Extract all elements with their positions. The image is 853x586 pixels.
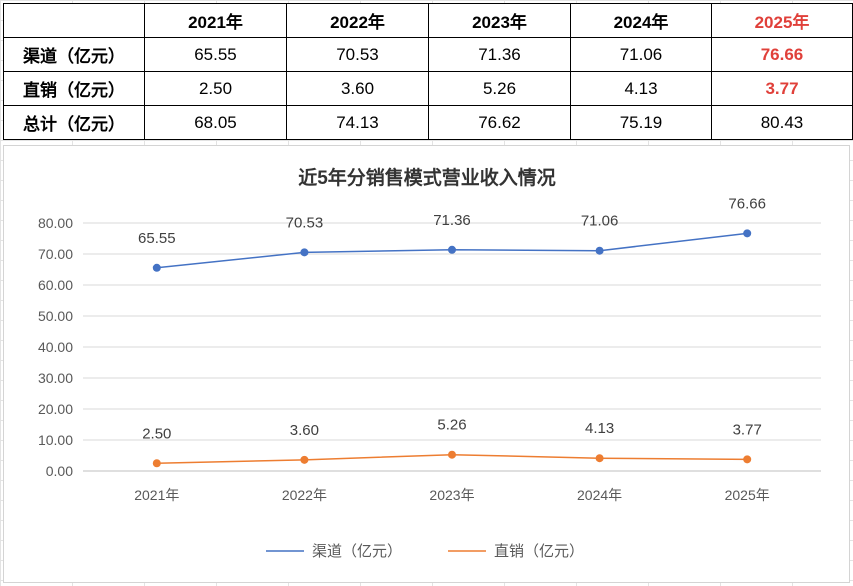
table-cell-highlight: 3.77 [711,71,853,106]
table-cell: 71.36 [428,37,571,72]
table-cell: 65.55 [144,37,287,72]
data-label: 3.60 [290,422,319,439]
row-label: 渠道（亿元） [3,37,145,72]
data-point [595,246,604,255]
x-tick-label: 2023年 [429,487,474,503]
data-point [448,245,456,254]
revenue-summary-table: 2021年 2022年 2023年 2024年 2025年 渠道（亿元） 65.… [3,3,853,140]
data-label: 2.50 [142,425,171,442]
data-point [300,455,309,464]
table-header-cell: 2024年 [570,3,712,38]
y-tick-label: 0.00 [46,463,73,479]
table-cell: 71.06 [570,37,712,72]
table-cell: 74.13 [286,105,429,140]
table-cell: 70.53 [286,37,429,72]
chart-title: 近5年分销售模式营业收入情况 [298,166,556,189]
table-header-cell-highlight: 2025年 [711,3,853,38]
x-tick-label: 2024年 [577,487,622,503]
data-label: 70.53 [286,214,324,231]
y-tick-label: 30.00 [38,370,73,386]
y-tick-label: 60.00 [38,277,73,293]
data-label: 4.13 [585,420,614,437]
y-tick-label: 40.00 [38,339,73,355]
table-header-cell: 2022年 [286,3,429,38]
data-label: 3.77 [733,421,762,438]
y-tick-label: 70.00 [38,246,73,262]
y-tick-label: 20.00 [38,401,73,417]
data-label: 71.36 [433,212,471,229]
y-tick-label: 10.00 [38,432,73,448]
table-cell: 80.43 [711,105,853,140]
table-cell: 2.50 [144,71,287,106]
table-header-cell: 2023年 [428,3,571,38]
legend-label: 直销（亿元） [494,543,584,560]
table-header-row: 2021年 2022年 2023年 2024年 2025年 [3,3,853,38]
x-tick-label: 2021年 [134,487,179,503]
row-label: 直销（亿元） [3,71,145,106]
table-cell: 5.26 [428,71,571,106]
table-cell-highlight: 76.66 [711,37,853,72]
data-point [743,229,752,238]
y-tick-label: 80.00 [38,215,73,231]
table-row: 直销（亿元） 2.50 3.60 5.26 4.13 3.77 [3,71,853,106]
data-point [152,459,161,468]
data-point [300,248,309,257]
table-cell: 4.13 [570,71,712,106]
data-point [595,454,604,463]
table-cell: 68.05 [144,105,287,140]
data-label: 5.26 [437,417,466,434]
line-chart: 近5年分销售模式营业收入情况 0.00 10.00 20.00 30.00 40.00 50… [38,166,821,560]
table-cell: 76.62 [428,105,571,140]
table-row: 总计（亿元） 68.05 74.13 76.62 75.19 80.43 [3,105,853,140]
data-label: 65.55 [138,230,176,247]
line-chart-container: 近5年分销售模式营业收入情况 0.00 10.00 20.00 30.00 40.00 50… [3,145,850,583]
row-label: 总计（亿元） [3,105,145,140]
legend-label: 渠道（亿元） [312,543,402,560]
data-point [152,263,161,272]
data-point [448,450,456,459]
data-label: 76.66 [728,195,766,212]
x-tick-label: 2025年 [725,487,770,503]
x-tick-label: 2022年 [282,487,327,503]
y-tick-label: 50.00 [38,308,73,324]
table-row: 渠道（亿元） 65.55 70.53 71.36 71.06 76.66 [3,37,853,72]
table-cell: 75.19 [570,105,712,140]
data-label: 71.06 [581,213,619,230]
table-header-cell: 2021年 [144,3,287,38]
data-point [743,455,752,464]
table-cell: 3.60 [286,71,429,106]
table-header-corner [3,3,145,38]
